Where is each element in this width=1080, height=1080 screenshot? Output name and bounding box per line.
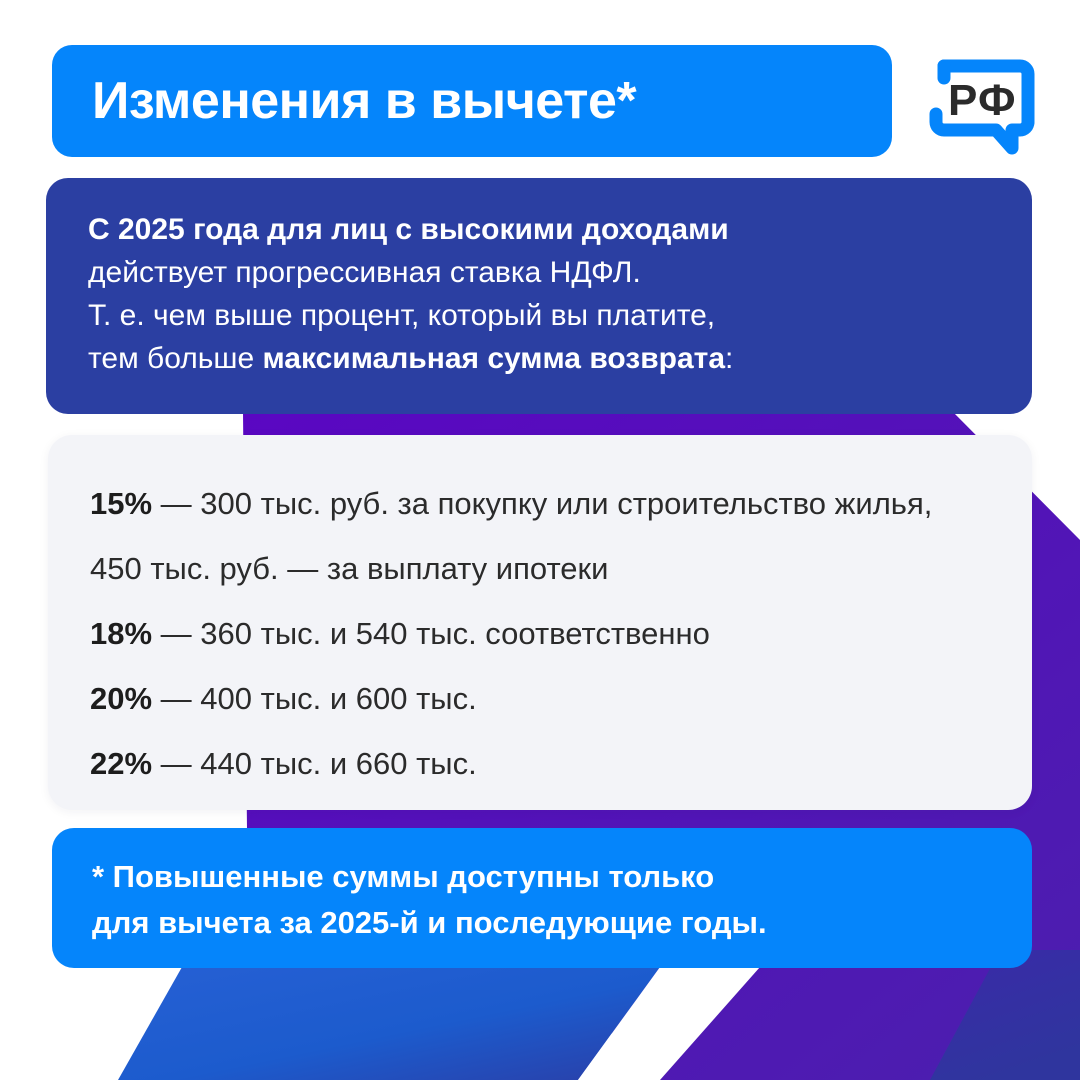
indigo-bottom-right-shape xyxy=(930,950,1080,1080)
rate-row: 22% — 440 тыс. и 660 тыс. xyxy=(90,731,992,796)
intro-line-1-bold: С 2025 года для лиц с высокими доходами xyxy=(88,213,729,246)
rate-dash: — xyxy=(152,486,201,521)
footnote-line-2: для вычета за 2025-й и последующие годы. xyxy=(92,905,767,940)
page-title-bar: Изменения в вычете* xyxy=(52,45,892,157)
rf-speech-bubble-logo[interactable]: Р Ф xyxy=(924,42,1040,160)
intro-line-3: Т. е. чем выше процент, который вы плати… xyxy=(88,299,716,332)
rate-text: 440 тыс. и 660 тыс. xyxy=(200,746,477,781)
intro-line-4-prefix: тем больше xyxy=(88,342,263,375)
rate-text: 400 тыс. и 600 тыс. xyxy=(200,681,477,716)
intro-card: С 2025 года для лиц с высокими доходами … xyxy=(46,178,1032,414)
rate-percent: 18% xyxy=(90,616,153,651)
intro-line-2: действует прогрессивная ставка НДФЛ. xyxy=(88,256,641,289)
rate-dash: — xyxy=(152,681,201,716)
footnote-line-1: * Повышенные суммы доступны только xyxy=(92,859,715,894)
rate-text: 360 тыс. и 540 тыс. соответственно xyxy=(200,616,710,651)
royal-blue-parallelogram xyxy=(118,967,660,1080)
logo-letters-2: Ф xyxy=(978,76,1016,125)
page-title: Изменения в вычете* xyxy=(92,71,637,130)
footnote-card: * Повышенные суммы доступны только для в… xyxy=(52,828,1032,968)
rate-percent: 15% xyxy=(90,486,153,521)
intro-line-1: С 2025 года для лиц с высокими доходами xyxy=(88,208,994,251)
intro-line-4-suffix: : xyxy=(725,342,734,375)
logo-letters: Р xyxy=(948,76,977,125)
intro-line-4: тем больше максимальная сумма возврата: xyxy=(88,337,994,380)
rate-text: 300 тыс. руб. за покупку или строительст… xyxy=(90,486,933,586)
rate-row: 20% — 400 тыс. и 600 тыс. xyxy=(90,666,992,731)
rf-logo-icon: Р Ф xyxy=(929,59,1035,155)
rate-percent: 22% xyxy=(90,746,153,781)
rate-row: 18% — 360 тыс. и 540 тыс. соответственно xyxy=(90,601,992,666)
mask-white-wedge-bottom xyxy=(578,967,760,1080)
rate-percent: 20% xyxy=(90,681,153,716)
rate-dash: — xyxy=(152,616,201,651)
rate-dash: — xyxy=(152,746,201,781)
rates-card: 15% — 300 тыс. руб. за покупку или строи… xyxy=(48,435,1032,810)
rate-row: 15% — 300 тыс. руб. за покупку или строи… xyxy=(90,471,992,601)
intro-line-4-bold: максимальная сумма возврата xyxy=(262,342,726,375)
